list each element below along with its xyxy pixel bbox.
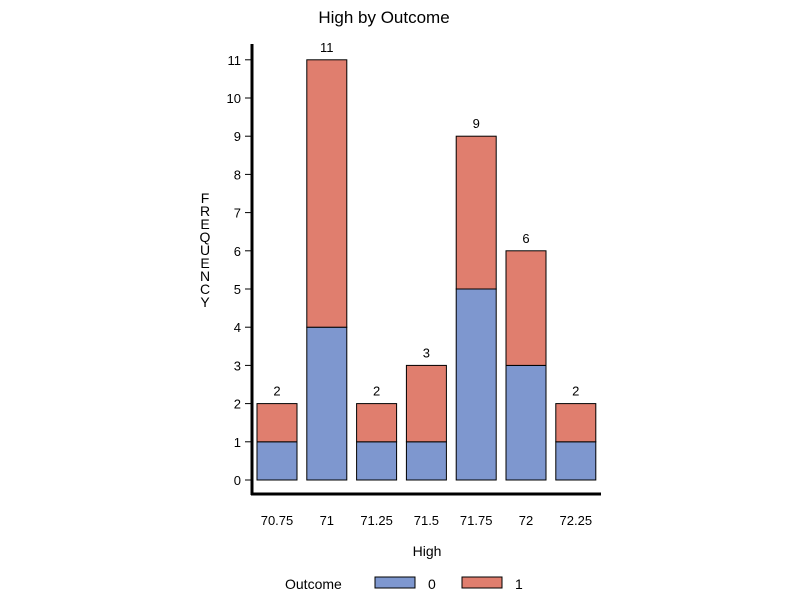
y-tick-label: 7 — [234, 206, 241, 221]
y-tick-label: 11 — [228, 53, 242, 68]
legend: Outcome 0 1 — [285, 576, 523, 592]
x-tick-label: 71.25 — [360, 513, 393, 528]
bar-total-label: 6 — [522, 231, 529, 246]
x-axis: 70.75 71 71.25 71.5 71.75 72 72.25 — [251, 492, 601, 528]
bar-segment-1 — [256, 403, 298, 443]
y-axis-title-letter: Y — [200, 294, 210, 310]
y-tick-label: 3 — [234, 358, 241, 373]
bar-segment-0 — [505, 364, 547, 481]
bar-segment-0 — [256, 441, 298, 481]
bar-segment-0 — [356, 441, 398, 481]
bar-total-label: 2 — [373, 384, 380, 399]
legend-label-0: 0 — [428, 576, 436, 592]
bar-total-label: 3 — [423, 345, 430, 360]
bar-segment-1 — [405, 364, 447, 443]
y-tick-label: 0 — [234, 473, 241, 488]
bar-segment-1 — [555, 403, 597, 443]
y-tick-label: 4 — [234, 320, 241, 335]
y-axis-title-letter: N — [200, 268, 210, 284]
y-tick-label: 2 — [234, 397, 241, 412]
x-axis-title: High — [413, 543, 442, 559]
y-tick-label: 5 — [234, 282, 241, 297]
legend-label-1: 1 — [515, 576, 523, 592]
bar-segment-1 — [306, 59, 348, 328]
bar-segment-0 — [455, 288, 497, 481]
bar-total-label: 9 — [473, 116, 480, 131]
y-axis-title-letter: C — [200, 281, 210, 297]
legend-swatch-0 — [374, 576, 416, 589]
x-tick-label: 72.25 — [560, 513, 593, 528]
y-axis-title-letter: R — [200, 203, 210, 219]
y-axis-title-letter: Q — [200, 229, 211, 245]
bar-total-label: 2 — [572, 384, 579, 399]
y-tick-label: 9 — [234, 129, 241, 144]
y-tick-label: 8 — [234, 167, 241, 182]
x-tick-label: 71 — [320, 513, 334, 528]
x-tick-label: 71.75 — [460, 513, 493, 528]
legend-swatch-1 — [461, 576, 503, 589]
y-axis: 0 1 2 3 4 5 6 7 8 9 10 11 — [227, 44, 254, 495]
y-axis-title-letter: E — [200, 216, 209, 232]
chart-title: High by Outcome — [318, 8, 449, 27]
bar-segment-0 — [555, 441, 597, 481]
y-tick-label: 1 — [234, 435, 241, 450]
total-labels: 2 11 2 3 9 6 2 — [273, 40, 579, 399]
legend-title: Outcome — [285, 576, 342, 592]
y-axis-title-letter: E — [200, 255, 209, 271]
bar-total-label: 2 — [273, 384, 280, 399]
y-tick-label: 6 — [234, 244, 241, 259]
y-axis-title-letter: U — [200, 242, 210, 258]
y-tick-label: 10 — [227, 91, 241, 106]
x-tick-label: 71.5 — [414, 513, 439, 528]
bar-total-label: 11 — [320, 40, 334, 55]
x-tick-label: 70.75 — [261, 513, 294, 528]
bar-segment-1 — [356, 403, 398, 443]
bars — [256, 59, 597, 481]
bar-segment-1 — [505, 250, 547, 366]
y-axis-title-letter: F — [201, 190, 210, 206]
x-tick-label: 72 — [519, 513, 533, 528]
bar-segment-1 — [455, 135, 497, 290]
bar-segment-0 — [405, 441, 447, 481]
bar-segment-0 — [306, 326, 348, 481]
